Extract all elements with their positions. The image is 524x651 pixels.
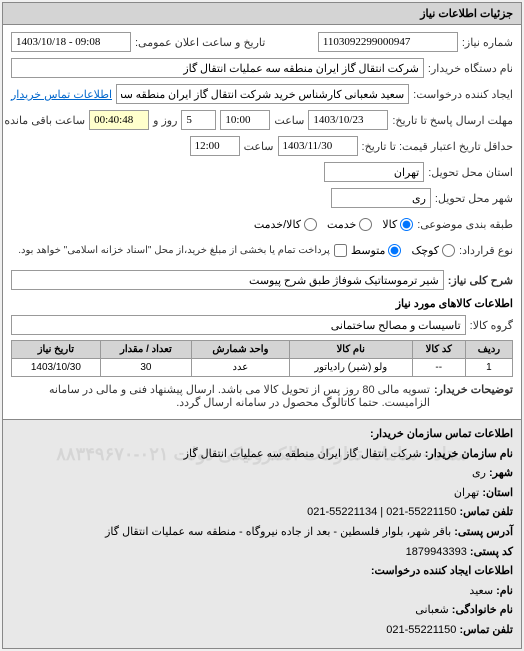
contact-link[interactable]: اطلاعات تماس خریدار — [11, 88, 112, 101]
td-qty: 30 — [100, 359, 191, 377]
need-details-panel: جزئیات اطلاعات نیاز شماره نیاز: تاریخ و … — [2, 2, 522, 649]
creator-lname-label: نام خانوادگی: — [452, 604, 513, 616]
key-need-input[interactable] — [11, 270, 444, 290]
contact-postal-label: کد پستی: — [470, 546, 513, 558]
table-row: 1 -- ولو (شیر) رادیاتور عدد 30 1403/10/3… — [12, 359, 513, 377]
response-deadline-label: مهلت ارسال پاسخ تا تاریخ: — [392, 114, 513, 127]
items-table: ردیف کد کالا نام کالا واحد شمارش تعداد /… — [11, 340, 513, 377]
need-number-input[interactable] — [318, 32, 458, 52]
creator-name-label: نام: — [496, 585, 513, 597]
contact-org-label: نام سازمان خریدار: — [425, 448, 513, 460]
th-qty: تعداد / مقدار — [100, 341, 191, 359]
buyer-org-label: نام دستگاه خریدار: — [428, 62, 513, 75]
contact-address-label: آدرس پستی: — [454, 526, 513, 538]
requester-input[interactable] — [116, 84, 409, 104]
budget-radio-group: کالا خدمت کالا/خدمت — [254, 218, 413, 231]
requester-label: ایجاد کننده درخواست: — [413, 88, 513, 101]
td-code: -- — [412, 359, 465, 377]
creator-phone: 55221150-021 — [386, 624, 456, 636]
delivery-city-label: شهر محل تحویل: — [435, 192, 513, 205]
td-unit: عدد — [192, 359, 290, 377]
form-section: شماره نیاز: تاریخ و ساعت اعلان عمومی: نا… — [3, 25, 521, 419]
contract-radio-group: کوچک متوسط — [351, 244, 455, 257]
contact-province-label: استان: — [482, 487, 513, 499]
contact-city: ری — [472, 467, 486, 479]
radio-medium[interactable] — [388, 244, 401, 257]
th-row: ردیف — [465, 341, 512, 359]
contact-phone: 55221150-021 | 55221134-021 — [307, 506, 456, 518]
need-number-label: شماره نیاز: — [462, 36, 513, 49]
th-name: نام کالا — [289, 341, 412, 359]
announce-datetime-label: تاریخ و ساعت اعلان عمومی: — [135, 36, 265, 49]
group-input[interactable] — [11, 315, 466, 335]
contact-phone-label: تلفن تماس: — [459, 506, 513, 518]
remaining-days-label: روز و — [153, 114, 177, 127]
th-code: کد کالا — [412, 341, 465, 359]
radio-service[interactable] — [359, 218, 372, 231]
radio-small-label: کوچک — [411, 244, 439, 257]
creator-name: سعید — [469, 585, 493, 597]
radio-goods[interactable] — [400, 218, 413, 231]
panel-header: جزئیات اطلاعات نیاز — [3, 3, 521, 25]
items-header: اطلاعات کالاهای مورد نیاز — [11, 297, 513, 310]
radio-medium-label: متوسط — [351, 244, 386, 257]
creator-phone-label: تلفن تماس: — [459, 624, 513, 636]
payment-checkbox[interactable] — [334, 244, 347, 257]
buyer-note-text: تسویه مالی 80 روز پس از تحویل کالا می با… — [11, 383, 430, 409]
radio-goods-label: کالا — [382, 218, 397, 231]
time-prefix-1: ساعت — [274, 114, 304, 127]
radio-small[interactable] — [442, 244, 455, 257]
th-unit: واحد شمارش — [192, 341, 290, 359]
creator-lname: شعبانی — [415, 604, 448, 616]
payment-note: پرداخت تمام یا بخشی از مبلغ خرید،از محل … — [18, 245, 330, 256]
contact-org: شرکت انتقال گاز ایران منطقه سه عملیات ان… — [184, 448, 422, 460]
td-date: 1403/10/30 — [12, 359, 101, 377]
response-time-input[interactable] — [220, 110, 270, 130]
budget-class-label: طبقه بندی موضوعی: — [417, 218, 513, 231]
response-date-input[interactable] — [308, 110, 388, 130]
th-date: تاریخ نیاز — [12, 341, 101, 359]
announce-datetime-input[interactable] — [11, 32, 131, 52]
radio-goods-service-label: کالا/خدمت — [254, 218, 301, 231]
radio-service-label: خدمت — [327, 218, 356, 231]
contact-postal: 1879943393 — [406, 546, 467, 558]
delivery-province-label: استان محل تحویل: — [428, 166, 513, 179]
delivery-province-input[interactable] — [324, 162, 424, 182]
remaining-time-input[interactable] — [89, 110, 149, 130]
radio-goods-service[interactable] — [304, 218, 317, 231]
price-validity-time-input[interactable] — [190, 136, 240, 156]
buyer-org-input[interactable] — [11, 58, 424, 78]
remaining-days-input[interactable] — [181, 110, 216, 130]
td-name: ولو (شیر) رادیاتور — [289, 359, 412, 377]
contact-address: باقر شهر، بلوار فلسطین - بعد از جاده نیر… — [105, 526, 451, 538]
price-validity-label: حداقل تاریخ اعتبار قیمت: تا تاریخ: — [362, 140, 513, 153]
group-label: گروه کالا: — [470, 319, 513, 332]
delivery-city-input[interactable] — [331, 188, 431, 208]
contact-city-label: شهر: — [489, 467, 513, 479]
contract-type-label: نوع قرارداد: — [459, 244, 513, 257]
remaining-suffix: ساعت باقی مانده — [4, 114, 85, 127]
time-prefix-2: ساعت — [244, 140, 274, 153]
contact-header: اطلاعات تماس سازمان خریدار: — [370, 428, 513, 440]
td-idx: 1 — [465, 359, 512, 377]
contact-province: تهران — [454, 487, 479, 499]
key-need-label: شرح کلی نیاز: — [448, 274, 513, 287]
contact-section: ستاد - سامانه تدارکات الکترونیکی دولت ۰۲… — [3, 419, 521, 648]
creator-header: اطلاعات ایجاد کننده درخواست: — [371, 565, 513, 577]
buyer-note-label: توضیحات خریدار: — [434, 383, 513, 396]
price-validity-date-input[interactable] — [278, 136, 358, 156]
